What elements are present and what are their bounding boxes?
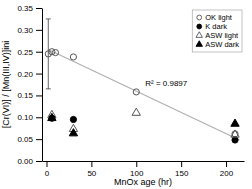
tick-mark	[226, 161, 227, 167]
tick-mark	[136, 161, 137, 167]
tick: 150	[175, 161, 189, 178]
tick-label: 0.10	[17, 113, 33, 122]
tick-mark	[36, 161, 42, 162]
point	[69, 129, 77, 136]
point	[231, 130, 239, 137]
tick-mark	[36, 139, 42, 140]
point	[231, 119, 239, 126]
y-axis-title: [Cr(VI)] / [Mn(III,IV)]ini	[1, 41, 11, 129]
tick-label: 0.05	[17, 135, 33, 144]
tick: 0.30	[17, 26, 42, 35]
tick: 0.05	[17, 135, 42, 144]
tick: 50	[87, 161, 96, 178]
legend: OK lightK darkASW lightASW dark	[192, 10, 242, 52]
tick: 0.00	[17, 157, 42, 166]
error-bar-cap	[46, 88, 51, 89]
y-axis: 0.00 0.05 0.10 0.15 0.20 0.25 0.30 0.35	[17, 4, 42, 166]
series	[49, 115, 238, 143]
tick-label: 0.30	[17, 26, 33, 35]
tick-label: 150	[175, 169, 189, 178]
tick-mark	[91, 161, 92, 167]
legend-symbol	[196, 41, 202, 47]
point	[70, 54, 76, 60]
tick-mark	[46, 161, 47, 167]
tick-label: 0.35	[17, 4, 33, 13]
tick-mark	[181, 161, 182, 167]
error-bar-line	[48, 19, 49, 89]
point	[52, 49, 58, 55]
series	[45, 19, 238, 137]
series	[48, 108, 239, 137]
tick-mark	[36, 8, 42, 9]
tick-label: 0.25	[17, 48, 33, 57]
tick: 0.15	[17, 91, 42, 100]
tick-mark	[36, 52, 42, 53]
series	[48, 113, 239, 136]
tick-label: 200	[220, 169, 234, 178]
axis-line	[43, 161, 245, 162]
point	[48, 113, 56, 120]
x-axis: 0 50 100 150 200	[43, 161, 245, 178]
point	[132, 108, 140, 115]
axis-line	[42, 9, 43, 162]
tick-label: 0	[45, 169, 50, 178]
tick-label: 0.00	[17, 157, 33, 166]
tick: 0.25	[17, 48, 42, 57]
tick: 0.35	[17, 4, 42, 13]
legend-symbol	[197, 15, 202, 20]
tick-mark	[36, 74, 42, 75]
tick-label: 0.15	[17, 91, 33, 100]
tick-mark	[36, 117, 42, 118]
tick-mark	[36, 30, 42, 31]
chart: 0 50 100 150 200 0.00 0.05 0.10 0.15 0.20 0.25 0.30…	[0, 0, 252, 189]
point	[70, 116, 76, 122]
marks	[45, 19, 239, 143]
error-bar	[46, 19, 51, 89]
point	[232, 137, 238, 143]
tick-mark	[36, 95, 42, 96]
tick: 0.20	[17, 70, 42, 79]
trend-line	[48, 50, 239, 140]
legend-label: ASW light	[205, 31, 239, 40]
tick-label: 0.20	[17, 70, 33, 79]
legend-frame	[192, 10, 242, 52]
annotation: R² = 0.9897	[145, 79, 188, 88]
plot-root: 0 50 100 150 200 0.00 0.05 0.10 0.15 0.20 0.25 0.30…	[17, 4, 244, 178]
tick: 0	[45, 161, 50, 178]
tick: 0.10	[17, 113, 42, 122]
point	[133, 89, 139, 95]
x-axis-title: MnOx age (hr)	[114, 177, 172, 187]
legend-label: K dark	[205, 22, 227, 31]
error-bar-cap	[46, 18, 51, 19]
tick-label: 50	[87, 169, 96, 178]
legend-label: OK light	[205, 13, 233, 22]
legend-symbol	[196, 32, 202, 38]
legend-symbol	[197, 24, 202, 29]
legend-label: ASW dark	[205, 40, 239, 49]
tick: 100	[130, 161, 144, 178]
tick: 200	[220, 161, 234, 178]
